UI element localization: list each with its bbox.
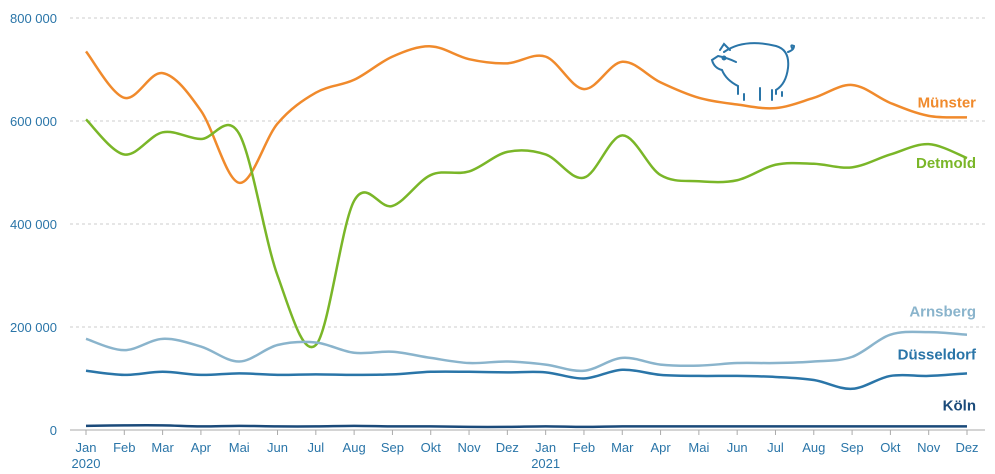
series-line <box>86 46 967 183</box>
x-tick-label: Sep <box>381 440 404 455</box>
x-tick-label: Mai <box>229 440 250 455</box>
page: {"chart_data": {"type": "line", "categor… <box>0 0 995 474</box>
y-tick-label: 200 000 <box>10 320 57 335</box>
x-tick-label: Dez <box>496 440 519 455</box>
series-label: Köln <box>943 397 976 414</box>
x-tick-label: Jul <box>308 440 325 455</box>
y-tick-label: 600 000 <box>10 114 57 129</box>
series-line <box>86 119 967 347</box>
series-label: Düsseldorf <box>898 346 977 363</box>
x-tick-label: Jun <box>727 440 748 455</box>
series-line <box>86 425 967 427</box>
x-tick-label: Feb <box>573 440 595 455</box>
year-label: 2020 <box>72 456 101 469</box>
series-line <box>86 332 967 371</box>
x-tick-label: Apr <box>191 440 212 455</box>
x-tick-label: Aug <box>343 440 366 455</box>
x-tick-label: Jan <box>76 440 97 455</box>
x-tick-label: Sep <box>841 440 864 455</box>
x-tick-label: Mar <box>151 440 174 455</box>
year-label: 2021 <box>531 456 560 469</box>
chart: 0200 000400 000600 000800 000Jan2020FebM… <box>0 0 995 469</box>
series-label: Münster <box>918 94 977 111</box>
series-line <box>86 370 967 389</box>
x-tick-label: Feb <box>113 440 135 455</box>
x-tick-label: Mai <box>688 440 709 455</box>
x-tick-label: Jan <box>535 440 556 455</box>
x-tick-label: Apr <box>650 440 671 455</box>
y-tick-label: 400 000 <box>10 217 57 232</box>
x-tick-label: Mar <box>611 440 634 455</box>
x-tick-label: Jul <box>767 440 784 455</box>
series-label: Arnsberg <box>909 304 976 321</box>
x-tick-label: Aug <box>802 440 825 455</box>
x-tick-label: Nov <box>457 440 481 455</box>
y-tick-label: 800 000 <box>10 11 57 26</box>
y-tick-label: 0 <box>50 423 57 438</box>
pig-icon <box>712 43 794 100</box>
x-tick-label: Jun <box>267 440 288 455</box>
x-tick-label: Dez <box>955 440 978 455</box>
x-tick-label: Nov <box>917 440 941 455</box>
series-label: Detmold <box>916 155 976 172</box>
x-tick-label: Okt <box>421 440 442 455</box>
x-tick-label: Okt <box>880 440 901 455</box>
